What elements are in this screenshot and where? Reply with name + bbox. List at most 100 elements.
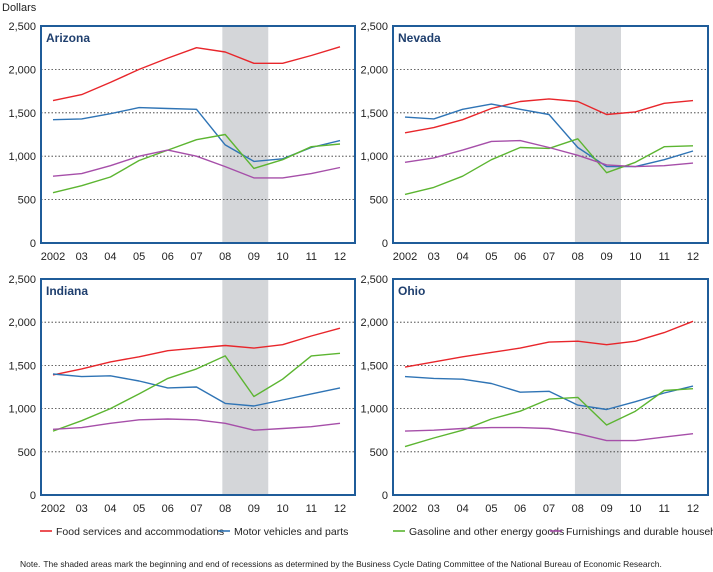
x-tick-label: 08 bbox=[219, 503, 231, 515]
series-line-gasoline-and-other-energy-goods bbox=[404, 388, 694, 448]
x-tick-label: 09 bbox=[248, 503, 260, 515]
legend-label: Furnishings and durable household equipm… bbox=[566, 526, 713, 538]
panel-title: Arizona bbox=[46, 31, 90, 45]
x-tick-label: 2002 bbox=[393, 503, 417, 515]
recession-band bbox=[222, 26, 269, 243]
panel-frame bbox=[40, 278, 356, 496]
legend-item-gasoline-and-other-energy-goods: Gasoline and other energy goods bbox=[393, 526, 564, 538]
x-tick-label: 06 bbox=[514, 503, 526, 515]
panel-arizona: 0 500 1,000 1,500 2,000 2,500 2002 03 04 05 06 07 08… bbox=[8, 21, 356, 263]
x-tick-label: 04 bbox=[104, 503, 116, 515]
y-tick-label: 2,000 bbox=[8, 64, 36, 76]
x-tick-label: 05 bbox=[133, 251, 145, 263]
recession-band bbox=[574, 279, 621, 495]
x-tick-label: 04 bbox=[456, 251, 468, 263]
x-tick-label: 10 bbox=[629, 503, 641, 515]
x-tick-label: 12 bbox=[334, 503, 346, 515]
x-tick-label: 11 bbox=[658, 503, 669, 515]
x-tick-label: 05 bbox=[133, 503, 145, 515]
y-tick-label: 2,000 bbox=[8, 317, 36, 329]
y-tick-label: 2,000 bbox=[360, 64, 388, 76]
x-tick-label: 05 bbox=[485, 503, 497, 515]
legend-item-food-services-and-accommodations: Food services and accommodations bbox=[40, 526, 224, 538]
y-tick-label: 1,000 bbox=[8, 151, 36, 163]
series-line-furnishings-and-durable-household-equipment bbox=[404, 426, 694, 442]
x-tick-label: 09 bbox=[600, 503, 612, 515]
footnote-prefix: Note. bbox=[20, 559, 40, 569]
panel-nevada: 0 500 1,000 1,500 2,000 2,500 2002 03 04 05 06 07 08… bbox=[360, 21, 709, 263]
y-tick-label: 2,500 bbox=[8, 274, 36, 286]
x-tick-label: 09 bbox=[600, 251, 612, 263]
footnote-text: The shaded areas mark the beginning and … bbox=[43, 559, 661, 569]
x-tick-label: 03 bbox=[428, 503, 440, 515]
recession-band bbox=[574, 26, 621, 243]
x-tick-label: 06 bbox=[162, 251, 174, 263]
y-tick-label: 500 bbox=[18, 447, 36, 459]
legend-item-motor-vehicles-and-parts: Motor vehicles and parts bbox=[218, 526, 348, 538]
y-tick-label: 1,500 bbox=[360, 360, 388, 372]
y-tick-label: 1,500 bbox=[8, 108, 36, 120]
y-tick-label: 0 bbox=[382, 238, 388, 250]
y-unit-label: Dollars bbox=[2, 2, 37, 14]
series-line-furnishings-and-durable-household-equipment bbox=[52, 418, 341, 431]
x-tick-label: 03 bbox=[428, 251, 440, 263]
x-tick-label: 07 bbox=[543, 251, 555, 263]
legend-item-furnishings-and-durable-household-equipment: Furnishings and durable household equipm… bbox=[550, 526, 713, 538]
x-tick-label: 04 bbox=[104, 251, 116, 263]
series-line-motor-vehicles-and-parts bbox=[404, 375, 694, 411]
x-tick-label: 12 bbox=[687, 503, 699, 515]
footnote: Note. The shaded areas mark the beginning… bbox=[20, 559, 662, 569]
y-tick-label: 500 bbox=[370, 195, 388, 207]
series-line-gasoline-and-other-energy-goods bbox=[52, 352, 341, 432]
series-line-food-services-and-accommodations bbox=[52, 46, 341, 102]
y-tick-label: 2,000 bbox=[360, 317, 388, 329]
series-line-motor-vehicles-and-parts bbox=[52, 373, 341, 407]
series-line-food-services-and-accommodations bbox=[52, 327, 341, 376]
x-tick-label: 04 bbox=[456, 503, 468, 515]
panel-ohio: 0 500 1,000 1,500 2,000 2,500 2002 03 04 05 06 07 08… bbox=[360, 274, 709, 515]
series-line-food-services-and-accommodations bbox=[404, 320, 694, 368]
y-tick-label: 500 bbox=[18, 195, 36, 207]
x-tick-label: 08 bbox=[219, 251, 231, 263]
y-tick-label: 500 bbox=[370, 447, 388, 459]
x-tick-label: 11 bbox=[658, 251, 669, 263]
x-tick-label: 10 bbox=[276, 251, 288, 263]
x-tick-label: 2002 bbox=[393, 251, 417, 263]
series-line-motor-vehicles-and-parts bbox=[404, 103, 694, 168]
legend: Food services and accommodations Motor ve… bbox=[40, 526, 713, 538]
legend-label: Motor vehicles and parts bbox=[234, 526, 348, 538]
x-tick-label: 07 bbox=[543, 503, 555, 515]
x-tick-label: 08 bbox=[572, 251, 584, 263]
x-tick-label: 10 bbox=[276, 503, 288, 515]
y-tick-label: 2,500 bbox=[360, 274, 388, 286]
x-tick-label: 03 bbox=[76, 503, 88, 515]
panel-title: Nevada bbox=[398, 31, 441, 45]
panel-title: Ohio bbox=[398, 284, 425, 298]
y-tick-label: 2,500 bbox=[360, 21, 388, 33]
x-tick-label: 11 bbox=[306, 251, 317, 263]
panel-frame bbox=[40, 25, 356, 244]
series-line-gasoline-and-other-energy-goods bbox=[404, 138, 694, 196]
x-tick-label: 11 bbox=[306, 503, 317, 515]
x-tick-label: 03 bbox=[76, 251, 88, 263]
x-tick-label: 10 bbox=[629, 251, 641, 263]
x-tick-label: 06 bbox=[162, 503, 174, 515]
x-tick-label: 06 bbox=[514, 251, 526, 263]
y-tick-label: 0 bbox=[382, 490, 388, 502]
x-tick-label: 12 bbox=[334, 251, 346, 263]
series-line-gasoline-and-other-energy-goods bbox=[52, 133, 341, 194]
y-tick-label: 1,500 bbox=[8, 360, 36, 372]
series-line-furnishings-and-durable-household-equipment bbox=[404, 139, 694, 168]
y-tick-label: 2,500 bbox=[8, 21, 36, 33]
panel-frame bbox=[392, 25, 709, 244]
y-tick-label: 1,500 bbox=[360, 108, 388, 120]
x-tick-label: 12 bbox=[687, 251, 699, 263]
y-tick-label: 0 bbox=[30, 238, 36, 250]
x-tick-label: 09 bbox=[248, 251, 260, 263]
panel-indiana: 0 500 1,000 1,500 2,000 2,500 2002 03 04 05 06 07 08… bbox=[8, 274, 356, 515]
y-tick-label: 1,000 bbox=[360, 404, 388, 416]
x-tick-label: 2002 bbox=[41, 251, 65, 263]
recession-band bbox=[222, 279, 269, 495]
